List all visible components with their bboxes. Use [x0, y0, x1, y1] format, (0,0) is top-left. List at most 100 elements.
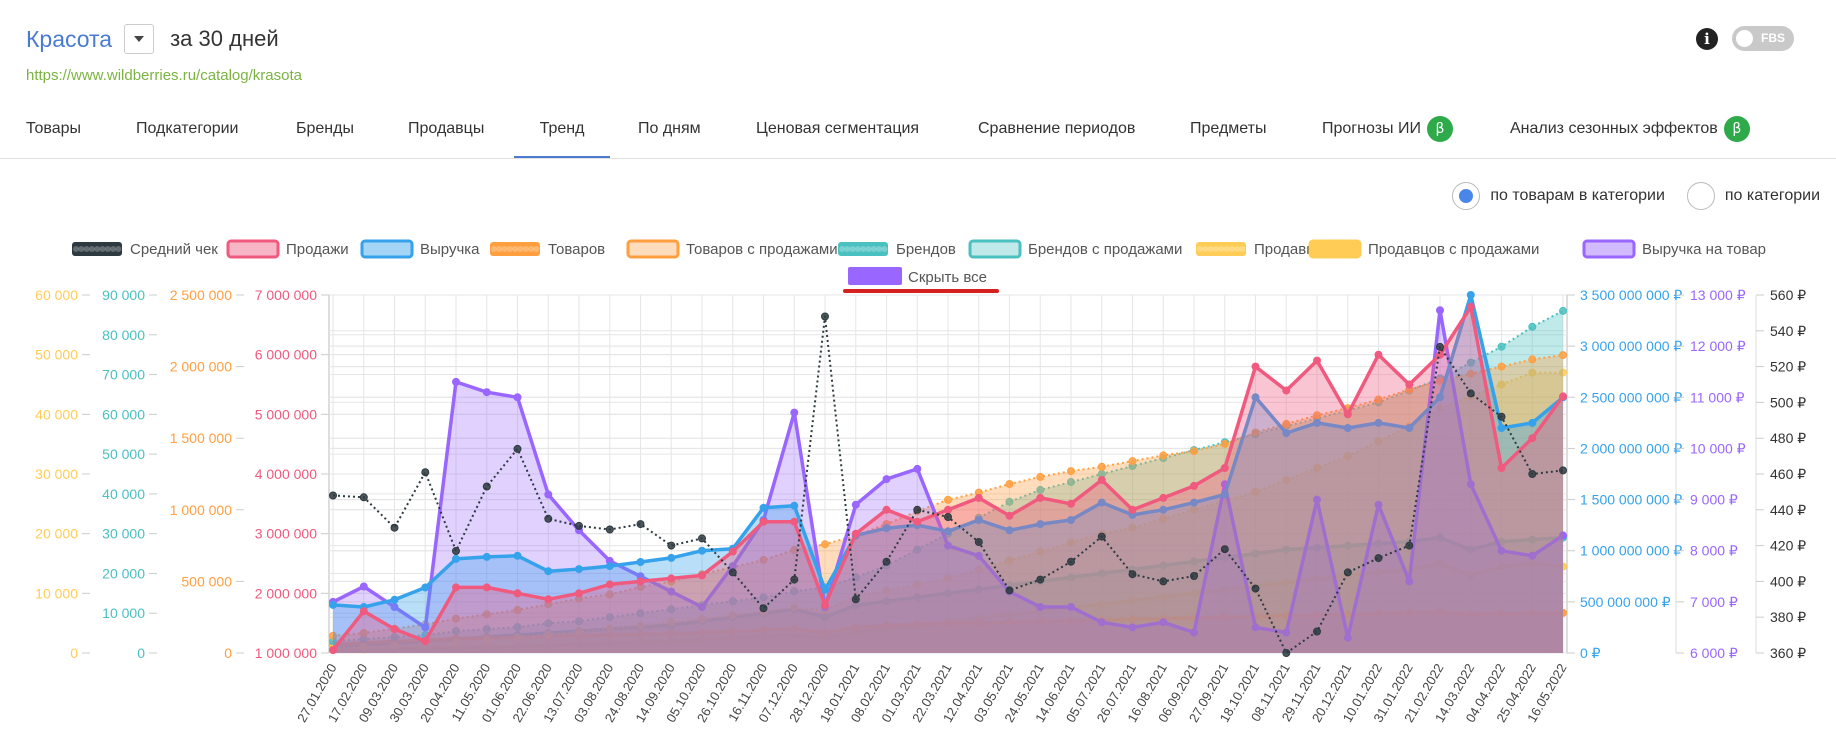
data-point — [1313, 611, 1321, 620]
data-point — [1436, 533, 1444, 542]
fbs-toggle[interactable]: FBS — [1732, 26, 1794, 51]
legend-label[interactable]: Выручка — [420, 241, 480, 258]
data-point — [1282, 649, 1291, 657]
legend-swatch[interactable] — [626, 239, 680, 259]
legend-swatch[interactable] — [360, 239, 414, 259]
legend-swatch[interactable] — [490, 242, 540, 256]
legend-swatch[interactable] — [838, 242, 888, 256]
legend-label[interactable]: Продажи — [286, 241, 349, 258]
category-url-link[interactable]: https://www.wildberries.ru/catalog/kraso… — [26, 67, 302, 84]
tab-3[interactable]: Продавцы — [408, 104, 484, 158]
data-point — [1159, 618, 1168, 627]
legend-label[interactable]: Брендов с продажами — [1028, 241, 1182, 258]
tab-9[interactable]: Прогнозы ИИ β — [1322, 104, 1453, 158]
tab-6[interactable]: Ценовая сегментация — [756, 104, 919, 158]
hide-all-swatch[interactable] — [848, 267, 902, 285]
data-point — [1282, 545, 1291, 554]
legend-label[interactable]: Брендов — [896, 241, 956, 258]
tab-5[interactable]: По дням — [638, 104, 701, 158]
data-point — [913, 505, 922, 514]
legend-label[interactable]: Продавцов с продажами — [1368, 241, 1539, 258]
data-point — [1282, 578, 1291, 587]
data-point — [1159, 505, 1168, 514]
data-point — [1559, 368, 1567, 377]
legend-label[interactable]: Товаров с продажами — [686, 241, 838, 258]
data-point — [698, 615, 706, 623]
axis-tick-label: 12 000 ₽ — [1690, 338, 1746, 354]
radio-option-0[interactable]: по товарам в категории — [1452, 182, 1665, 210]
data-point — [575, 589, 583, 598]
legend-swatch-dot — [99, 246, 106, 252]
legend-swatch-dot — [496, 246, 503, 252]
data-point — [1036, 472, 1045, 481]
legend-label[interactable]: Выручка на товар — [1642, 241, 1766, 258]
data-point — [421, 637, 430, 646]
legend-swatch-dot — [881, 246, 888, 252]
axis-tick-label: 540 ₽ — [1770, 323, 1806, 339]
info-icon[interactable]: i — [1696, 27, 1718, 50]
legend-swatch[interactable] — [72, 242, 122, 256]
series-area — [333, 372, 1563, 653]
category-title[interactable]: Красота — [26, 25, 113, 52]
data-point — [1374, 609, 1383, 618]
title-row: Красота за 30 дней — [26, 24, 302, 54]
data-point — [1405, 541, 1414, 550]
data-point — [605, 580, 614, 589]
legend-swatch[interactable] — [226, 239, 280, 259]
data-point — [974, 565, 983, 574]
data-point — [821, 312, 829, 321]
legend-swatch[interactable] — [1308, 239, 1362, 259]
data-point — [821, 540, 829, 549]
data-point — [359, 493, 368, 502]
data-point — [728, 568, 737, 577]
data-point — [575, 521, 583, 530]
data-point — [1466, 369, 1475, 378]
tab-8[interactable]: Предметы — [1190, 104, 1266, 158]
data-point — [1313, 418, 1321, 427]
data-point — [851, 529, 860, 538]
tab-2[interactable]: Бренды — [296, 104, 354, 158]
tab-7[interactable]: Сравнение периодов — [978, 104, 1135, 158]
tab-0[interactable]: Товары — [26, 104, 81, 158]
legend-swatch[interactable] — [968, 239, 1022, 259]
axis-tick-label: 3 000 000 000 ₽ — [1580, 338, 1682, 354]
axis-tick-label: 460 ₽ — [1770, 466, 1806, 482]
tab-label: Продавцы — [408, 120, 485, 137]
data-point — [913, 593, 922, 602]
legend-swatch[interactable] — [1582, 239, 1636, 259]
data-point — [759, 503, 768, 512]
data-point — [1159, 561, 1168, 570]
data-point — [1343, 568, 1352, 577]
data-point — [759, 555, 768, 564]
tab-10[interactable]: Анализ сезонных эффектов β — [1510, 104, 1750, 158]
data-point — [1559, 608, 1567, 617]
tab-1[interactable]: Подкатегории — [136, 104, 238, 158]
data-point — [974, 618, 983, 627]
legend-label[interactable]: Средний чек — [130, 241, 218, 258]
legend-swatch-dot — [501, 246, 508, 252]
tab-bar: Товары Подкатегории Бренды Продавцы Тренд По … — [0, 104, 1836, 159]
data-point — [513, 642, 522, 651]
radio-circle — [1686, 182, 1715, 210]
legend-label[interactable]: Товаров — [548, 241, 605, 258]
data-point — [1067, 557, 1075, 566]
tab-label: Бренды — [296, 120, 354, 137]
data-point — [1251, 393, 1260, 402]
data-point — [452, 583, 460, 592]
data-point — [1497, 546, 1506, 555]
period-dropdown-button[interactable] — [124, 24, 155, 54]
data-point — [575, 640, 583, 649]
legend-swatch-dot — [94, 246, 101, 252]
data-point — [913, 620, 922, 629]
tab-4[interactable]: Тренд — [514, 104, 610, 158]
radio-label: по категории — [1724, 187, 1820, 204]
fbs-label: FBS — [1761, 31, 1785, 45]
data-point — [1436, 559, 1444, 568]
data-point — [974, 493, 983, 502]
axis-tick-label: 60 000 — [35, 287, 78, 303]
tab-label: Сравнение периодов — [978, 120, 1136, 137]
legend-swatch[interactable] — [1196, 242, 1246, 256]
radio-option-1[interactable]: по категории — [1686, 182, 1820, 210]
hide-all-button[interactable]: Скрыть все — [908, 269, 987, 286]
axis-tick-label: 500 000 — [181, 573, 232, 589]
